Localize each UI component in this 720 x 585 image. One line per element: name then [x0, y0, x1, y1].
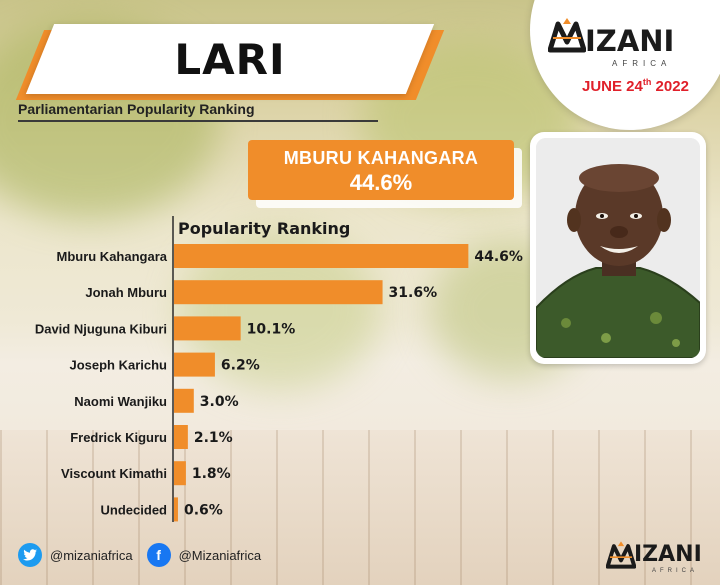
value-label: 44.6%	[474, 249, 523, 265]
brand-name: IZANI	[585, 24, 675, 58]
category-label: Viscount Kimathi	[61, 466, 167, 481]
value-label: 0.6%	[184, 502, 223, 518]
category-label: Undecided	[101, 502, 168, 517]
leader-name: MBURU KAHANGARA	[283, 148, 479, 168]
bar-4	[174, 388, 194, 413]
bar-1	[174, 280, 383, 305]
mizani-logo-icon	[548, 18, 586, 53]
category-label: Naomi Wanjiku	[74, 394, 167, 409]
page-subtitle: Parliamentarian Popularity Ranking	[18, 101, 255, 117]
leader-highlight-box: MBURU KAHANGARA 44.6%	[248, 140, 514, 200]
page-title: LARI	[174, 34, 286, 84]
popularity-bar-chart: Popularity Ranking Mburu Kahangara 44.6% J…	[35, 216, 523, 522]
brand-tagline: AFRICA	[612, 59, 672, 68]
bar-7	[174, 497, 178, 522]
bar-5	[174, 425, 188, 449]
chart-title: Popularity Ranking	[178, 219, 350, 238]
category-label: Mburu Kahangara	[56, 249, 167, 264]
candidate-photo	[536, 138, 700, 358]
footer-brand-name: IZANI	[634, 542, 702, 567]
value-label: 6.2%	[221, 358, 260, 374]
wooden-floor	[0, 430, 720, 585]
value-label: 31.6%	[389, 285, 438, 301]
footer-brand-tagline: AFRICA	[652, 568, 699, 574]
category-label: Fredrick Kiguru	[70, 430, 167, 445]
leader-percent: 44.6%	[349, 170, 413, 195]
candidate-photo-frame	[530, 132, 706, 364]
candidate-portrait-illustration	[536, 138, 700, 358]
bar-6	[174, 461, 186, 486]
category-label: Jonah Mburu	[85, 285, 167, 300]
bar-2	[174, 316, 241, 341]
bar-0	[174, 244, 469, 268]
mizani-logo-small-icon	[606, 541, 636, 569]
value-label: 2.1%	[194, 430, 233, 446]
category-label: Joseph Karichu	[69, 358, 167, 373]
footer-brand-logo: IZANI AFRICA	[606, 534, 706, 578]
value-label: 1.8%	[192, 466, 231, 482]
value-label: 10.1%	[247, 321, 296, 337]
facebook-handle[interactable]: @Mizaniafrica	[178, 547, 262, 563]
bar-3	[174, 352, 215, 377]
chart-bars: Mburu Kahangara 44.6% Jonah Mburu 31.6% Davi…	[35, 244, 523, 522]
category-label: David Njuguna Kiburi	[35, 321, 167, 336]
value-label: 3.0%	[200, 394, 239, 410]
subtitle-divider	[18, 120, 378, 122]
twitter-handle[interactable]: @mizaniafrica	[50, 547, 133, 563]
twitter-icon[interactable]	[18, 543, 42, 567]
poll-date: JUNE 24th 2022	[582, 77, 689, 95]
facebook-icon[interactable]: f	[146, 543, 171, 567]
social-footer: @mizaniafrica f @Mizaniafrica	[18, 542, 261, 568]
